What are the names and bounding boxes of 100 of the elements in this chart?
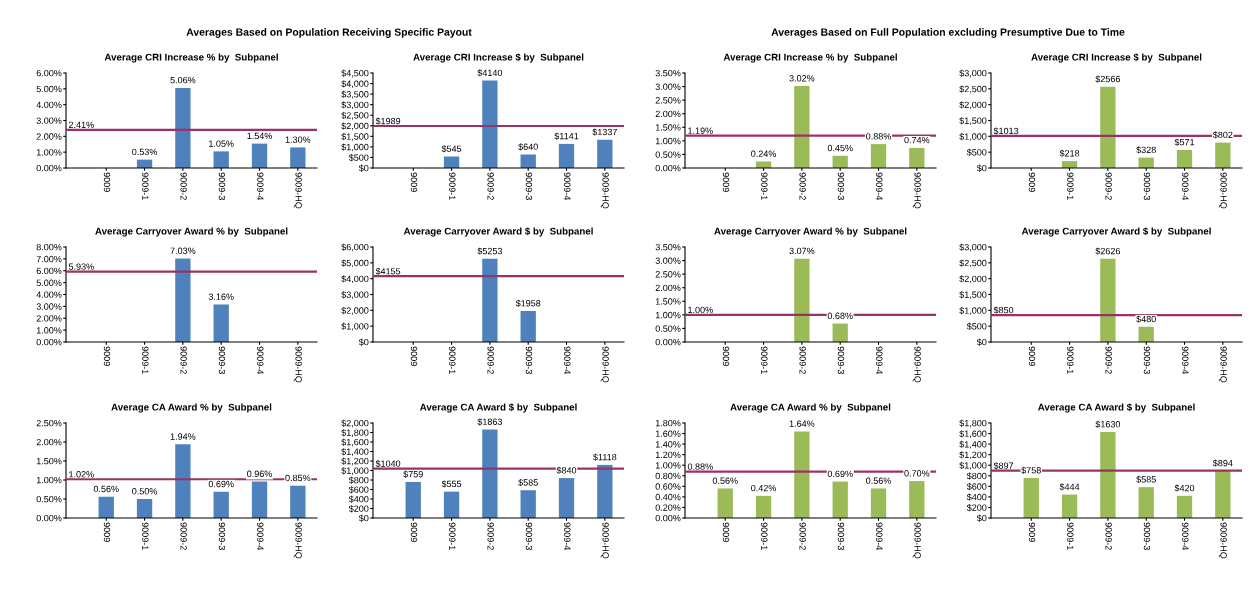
x-tick-label: 9009-HQ (293, 346, 302, 383)
y-tick-label: 2.50% (655, 97, 681, 104)
y-tick-label: 2.00% (655, 284, 681, 292)
data-label: 0.50% (132, 488, 158, 495)
y-tick-label: $1,800 (959, 419, 987, 428)
bar (1176, 149, 1193, 168)
y-tick-label: 8.00% (36, 243, 62, 251)
chart-title: Average CA Award $ by Subpanel (1037, 403, 1195, 413)
data-label: 3.16% (208, 293, 234, 300)
data-label: 0.56% (866, 477, 891, 484)
y-tick-label: 2.00% (655, 110, 681, 118)
x-tick-label: 9009-3 (525, 346, 533, 374)
bar (794, 431, 810, 518)
ref-line-label: 1.19% (688, 127, 713, 134)
data-label: 7.03% (170, 247, 196, 254)
y-tick-label: 0.00% (36, 338, 62, 346)
x-tick-label: 9009-3 (1143, 172, 1151, 200)
y-tick-label: 1.00% (36, 476, 62, 484)
x-tick-label: 9009-HQ (1218, 522, 1227, 559)
y-tick-label: $0 (976, 338, 987, 346)
x-tick-label: 9009-2 (487, 522, 494, 550)
chart-title: Average CA Award $ by Subpanel (419, 403, 577, 413)
bar (482, 80, 498, 168)
x-tick-label: 9009 (722, 172, 730, 192)
y-tick-label: $1,800 (341, 429, 369, 437)
y-tick-label: $500 (348, 154, 369, 162)
chart-title: Average CA Award % by Subpanel (730, 403, 891, 413)
ref-line-label: $1989 (375, 117, 401, 125)
x-tick-label: 9009-1 (449, 346, 456, 374)
bar (290, 485, 306, 518)
y-tick-label: $3,000 (341, 291, 369, 299)
x-tick-label: 9009-1 (761, 522, 768, 550)
bar (213, 151, 229, 168)
bar (175, 87, 191, 168)
y-tick-label: $1,000 (341, 467, 369, 475)
y-tick-label: $3,000 (959, 69, 987, 78)
bar (405, 481, 421, 518)
y-tick-label: 6.00% (36, 267, 62, 275)
chart-title: Average CA Award % by Subpanel (111, 403, 272, 413)
y-tick-label: 3.00% (36, 303, 62, 310)
data-label: $4140 (477, 69, 503, 77)
y-tick-label: $800 (966, 472, 987, 480)
x-tick-label: 9009-1 (761, 346, 768, 374)
bar (870, 488, 887, 518)
bar (251, 143, 268, 168)
y-tick-label: 1.00% (655, 462, 681, 469)
x-tick-label: 9009-1 (1067, 346, 1074, 374)
data-label: 5.06% (170, 76, 196, 84)
data-label: 0.53% (132, 148, 158, 156)
data-label: $571 (1174, 138, 1195, 146)
data-label: $328 (1136, 146, 1156, 154)
data-label: $758 (1021, 466, 1041, 474)
x-tick-label: 9009-1 (449, 522, 456, 550)
y-tick-label: $0 (358, 514, 369, 522)
chart-subtitle: Averages Based on Population Receiving Specific Payout (186, 28, 472, 38)
x-tick-label: 9009-HQ (600, 172, 609, 209)
x-tick-label: 9009-4 (564, 346, 571, 375)
bar (213, 491, 229, 518)
y-tick-label: 1.50% (655, 124, 681, 131)
ref-line-label: $850 (993, 306, 1014, 314)
x-tick-label: 9009 (410, 172, 418, 192)
y-tick-label: $1,500 (341, 132, 369, 141)
data-label: $2566 (1095, 75, 1121, 83)
y-tick-label: $1,000 (341, 322, 369, 331)
ref-line-label: 5.93% (68, 263, 94, 270)
data-label: $444 (1059, 483, 1080, 491)
bar (1023, 477, 1039, 518)
data-label: $555 (441, 480, 462, 488)
x-tick-label: 9009-2 (180, 522, 187, 550)
x-tick-label: 9009-4 (876, 172, 883, 201)
y-tick-label: $3,000 (341, 101, 369, 110)
y-tick-label: $2,500 (959, 85, 987, 94)
x-tick-label: 9009-3 (525, 172, 533, 200)
x-tick-label: 9009-2 (180, 346, 187, 374)
y-tick-label: $1,000 (341, 143, 369, 152)
y-tick-label: 0.60% (655, 483, 681, 490)
data-label: $1958 (515, 299, 541, 307)
y-tick-label: $1,200 (959, 451, 987, 460)
ref-line-label: $1013 (993, 127, 1019, 135)
bar (443, 156, 460, 168)
data-label: $802 (1212, 131, 1233, 139)
y-tick-label: $2,000 (959, 275, 987, 284)
y-tick-label: $3,500 (341, 90, 369, 99)
bar (755, 161, 772, 168)
y-tick-label: 3.00% (655, 257, 681, 264)
data-label: 0.69% (827, 470, 853, 478)
x-tick-label: 9009 (1028, 172, 1036, 192)
y-tick-label: $2,000 (959, 101, 987, 110)
y-tick-label: $1,500 (959, 291, 987, 299)
ref-line-label: $1040 (375, 460, 401, 468)
y-tick-label: $200 (348, 505, 369, 513)
bar (1138, 487, 1154, 518)
x-tick-label: 9009-4 (257, 172, 264, 201)
y-tick-label: 1.00% (36, 327, 62, 334)
y-tick-label: 2.00% (36, 133, 62, 140)
y-tick-label: $200 (966, 504, 987, 512)
x-tick-label: 9009-3 (218, 172, 226, 200)
y-tick-label: $1,400 (959, 440, 987, 449)
y-tick-label: 1.80% (655, 419, 681, 427)
x-tick-label: 9009-HQ (600, 522, 609, 559)
